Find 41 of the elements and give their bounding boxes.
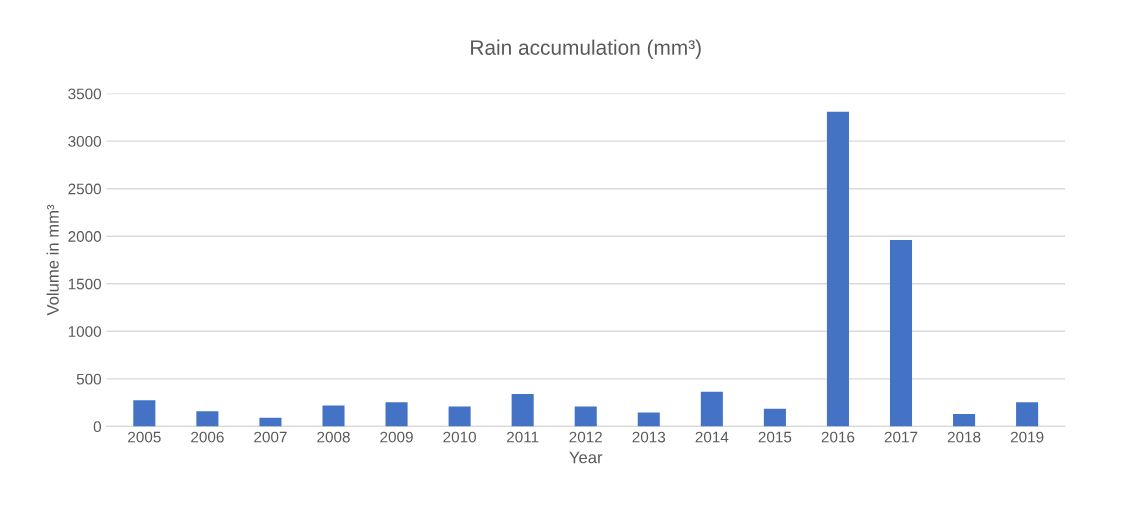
y-tick-label: 3500: [68, 88, 102, 100]
bar: [133, 400, 156, 427]
chart-title: Rain accumulation (mm³): [471, 39, 701, 60]
x-axis-title: Year: [569, 451, 603, 464]
bar: [259, 417, 282, 427]
x-tick-label: 2014: [695, 431, 729, 443]
bar: [511, 394, 534, 427]
x-tick-label: 2012: [569, 431, 602, 443]
x-tick-label: 2015: [758, 431, 792, 443]
x-tick-label: 2017: [884, 431, 918, 443]
y-tick-label: 1500: [68, 278, 102, 290]
bar: [889, 240, 913, 427]
x-tick-label: 2005: [128, 431, 161, 443]
x-tick-label: 2011: [507, 431, 539, 443]
y-tick-label: 0: [93, 421, 102, 433]
x-tick-label: 2010: [443, 431, 477, 443]
bar: [700, 391, 723, 427]
y-tick-label: 3000: [68, 136, 102, 147]
bar: [826, 111, 849, 427]
y-tick-label: 2500: [68, 183, 102, 195]
bar: [196, 411, 219, 427]
bar: [322, 405, 345, 427]
x-tick-label: 2008: [317, 431, 350, 443]
x-tick-label: 2009: [380, 431, 413, 443]
bar: [448, 406, 471, 427]
x-tick-label: 2013: [632, 431, 666, 443]
bar: [763, 408, 786, 427]
x-tick-label: 2006: [191, 431, 224, 443]
x-tick-label: 2007: [254, 431, 287, 443]
y-axis-title: Volume in mm³: [46, 204, 59, 316]
x-tick-label: 2019: [1010, 431, 1044, 443]
bar: [637, 412, 660, 427]
bar: [953, 414, 976, 427]
x-tick-label: 2016: [821, 431, 855, 443]
y-tick-label: 2000: [68, 231, 102, 242]
bar: [385, 402, 408, 427]
bar: [574, 406, 597, 427]
bar: [1016, 402, 1039, 427]
y-tick-label: 500: [76, 373, 102, 385]
x-tick-label: 2018: [947, 431, 981, 443]
y-tick-label: 1000: [68, 326, 102, 337]
